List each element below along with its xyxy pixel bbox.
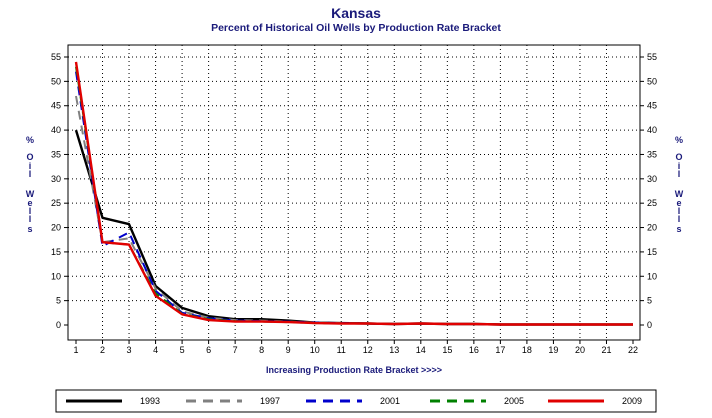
- y-tick-label-left-35: 35: [51, 149, 61, 159]
- y-tick-label-left-5: 5: [56, 296, 61, 306]
- y-tick-label-right-30: 30: [647, 174, 657, 184]
- y-axis-label-char-left-4: W: [26, 189, 35, 199]
- y-tick-label-right-20: 20: [647, 223, 657, 233]
- y-tick-label-left-15: 15: [51, 247, 61, 257]
- x-tick-label-9: 9: [286, 345, 291, 355]
- y-tick-label-left-40: 40: [51, 125, 61, 135]
- x-tick-label-6: 6: [206, 345, 211, 355]
- y-tick-label-right-40: 40: [647, 125, 657, 135]
- y-tick-label-left-10: 10: [51, 271, 61, 281]
- x-tick-label-16: 16: [469, 345, 479, 355]
- series-group: [74, 61, 633, 326]
- x-axis-label: Increasing Production Rate Bracket >>>>: [266, 365, 442, 375]
- y-tick-label-left-30: 30: [51, 174, 61, 184]
- y-axis-label-char-left-0: %: [26, 135, 34, 145]
- y-axis-label-char-left-1: O: [26, 152, 33, 162]
- legend-label-2001: 2001: [380, 396, 400, 406]
- y-tick-label-right-0: 0: [647, 320, 652, 330]
- x-tick-label-5: 5: [180, 345, 185, 355]
- x-tick-label-7: 7: [233, 345, 238, 355]
- x-tick-label-22: 22: [628, 345, 638, 355]
- legend-label-1997: 1997: [260, 396, 280, 406]
- y-tick-label-left-45: 45: [51, 101, 61, 111]
- y-tick-label-right-25: 25: [647, 198, 657, 208]
- x-tick-label-15: 15: [442, 345, 452, 355]
- y-tick-label-right-55: 55: [647, 52, 657, 62]
- x-tick-label-18: 18: [522, 345, 532, 355]
- series-line-2005: [75, 66, 633, 326]
- y-axis-label-char-left-6: l: [29, 206, 32, 216]
- legend-label-1993: 1993: [140, 396, 160, 406]
- y-tick-label-right-50: 50: [647, 76, 657, 86]
- series-line-2009: [74, 61, 633, 326]
- y-axis-label-char-right-8: s: [676, 224, 681, 234]
- x-tick-label-8: 8: [259, 345, 264, 355]
- x-tick-label-3: 3: [127, 345, 132, 355]
- x-tick-label-11: 11: [337, 345, 346, 355]
- legend-label-2005: 2005: [504, 396, 524, 406]
- y-tick-label-right-45: 45: [647, 101, 657, 111]
- y-tick-label-left-20: 20: [51, 223, 61, 233]
- y-axis-label-char-right-5: e: [676, 198, 681, 208]
- gridlines: [68, 45, 640, 340]
- chart-title: Kansas: [331, 5, 381, 21]
- y-axis-label-char-right-7: l: [678, 214, 681, 224]
- plot-frame: [67, 44, 641, 341]
- y-axis-label-char-right-6: l: [678, 206, 681, 216]
- x-tick-label-21: 21: [601, 345, 611, 355]
- y-axis-label-char-right-4: W: [675, 189, 684, 199]
- y-tick-label-left-0: 0: [56, 320, 61, 330]
- legend-label-2009: 2009: [622, 396, 642, 406]
- x-tick-label-14: 14: [416, 345, 426, 355]
- y-tick-label-right-35: 35: [647, 149, 657, 159]
- y-tick-label-left-50: 50: [51, 76, 61, 86]
- legend-box: [55, 389, 657, 413]
- chart-subtitle: Percent of Historical Oil Wells by Produ…: [211, 22, 501, 34]
- y-tick-label-left-55: 55: [51, 52, 61, 62]
- y-axis-label-char-left-7: l: [29, 214, 32, 224]
- y-tick-label-right-10: 10: [647, 271, 657, 281]
- y-tick-label-left-25: 25: [51, 198, 61, 208]
- x-tick-label-1: 1: [73, 345, 78, 355]
- y-axis-label-char-left-2: i: [29, 161, 32, 171]
- x-tick-label-10: 10: [310, 345, 320, 355]
- x-tick-label-13: 13: [389, 345, 399, 355]
- y-axis-label-char-right-1: O: [675, 152, 682, 162]
- series-line-2001: [75, 71, 633, 326]
- x-tick-label-2: 2: [100, 345, 105, 355]
- legend: 1993 1997 2001 2005 2009: [66, 396, 642, 406]
- y-tick-label-right-5: 5: [647, 296, 652, 306]
- y-axis-label-char-right-3: l: [678, 169, 681, 179]
- x-tick-label-4: 4: [153, 345, 158, 355]
- y-axis-label-char-left-5: e: [27, 198, 32, 208]
- x-tick-label-12: 12: [363, 345, 373, 355]
- y-axis-label-char-right-0: %: [675, 135, 683, 145]
- x-tick-label-20: 20: [575, 345, 585, 355]
- y-axis-label-char-left-8: s: [27, 224, 32, 234]
- x-tick-label-17: 17: [495, 345, 505, 355]
- y-axis-label-char-left-3: l: [29, 169, 32, 179]
- y-axis-label-char-right-2: i: [678, 161, 681, 171]
- x-tick-label-19: 19: [548, 345, 558, 355]
- y-tick-label-right-15: 15: [647, 247, 657, 257]
